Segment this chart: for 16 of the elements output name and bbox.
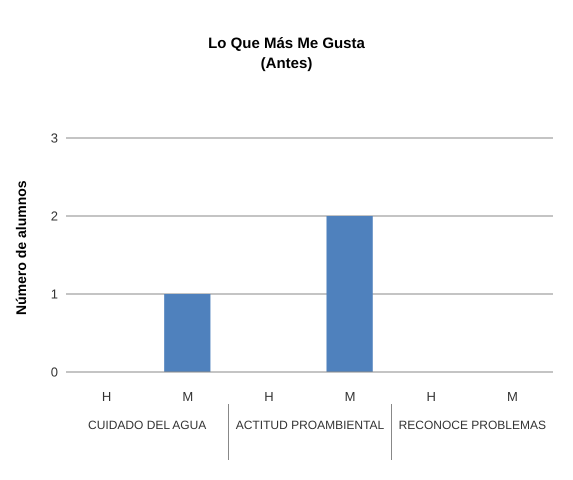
x-tick-label: H — [264, 389, 274, 404]
text: ACTITUD PROAMBIENTAL — [228, 404, 391, 460]
x-tick-label: M — [182, 389, 194, 404]
x-tick-label: H — [426, 389, 436, 404]
y-tick-label: 2 — [50, 208, 58, 224]
y-tick-label: 3 — [50, 130, 58, 146]
text: CUIDADO DEL AGUA — [87, 417, 208, 434]
chart-title: Lo Que Más Me Gusta — [207, 34, 366, 54]
y-tick-label: 0 — [50, 364, 58, 380]
x-tick-label: M — [506, 389, 518, 404]
chart-subtitle: (Antes) — [260, 54, 314, 74]
y-axis-title: Número de alumnos — [12, 180, 29, 315]
x-tick-label: M — [344, 389, 356, 404]
y-tick-label: 1 — [50, 286, 58, 302]
text: RECONOCE PROBLEMAS — [390, 404, 553, 460]
x-tick-label: H — [102, 389, 112, 404]
